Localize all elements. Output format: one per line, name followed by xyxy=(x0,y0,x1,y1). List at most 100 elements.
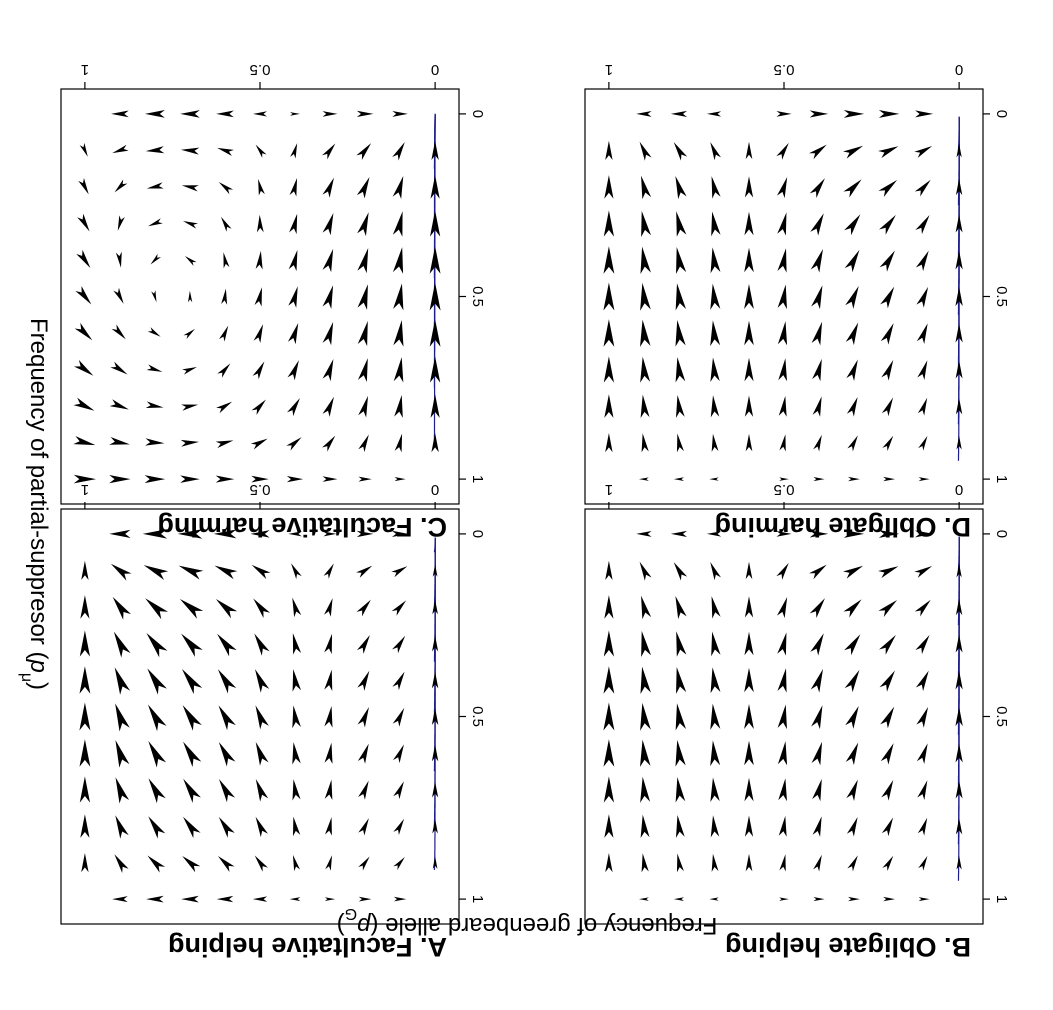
flow-arrow xyxy=(286,397,300,417)
flow-arrow xyxy=(356,110,374,118)
flow-arrow xyxy=(676,433,684,453)
y-tick-label: 0.5 xyxy=(469,286,486,307)
flow-arrow xyxy=(811,321,823,346)
x-tick-label: 0 xyxy=(955,61,963,78)
flow-arrow xyxy=(146,364,163,372)
flow-arrow xyxy=(880,706,895,729)
flow-arrow xyxy=(744,176,754,198)
flow-arrow xyxy=(181,404,199,411)
flow-arrow xyxy=(183,816,201,839)
flow-arrow xyxy=(915,634,930,655)
flow-arrow xyxy=(603,282,615,311)
flow-arrow xyxy=(640,739,651,767)
flow-arrow xyxy=(776,531,792,537)
flow-arrow xyxy=(217,363,231,378)
flow-arrow xyxy=(357,212,369,237)
y-tick-label: 0 xyxy=(993,110,1010,118)
flow-arrow xyxy=(956,855,962,870)
flow-arrow xyxy=(779,854,786,872)
flow-arrow xyxy=(430,175,440,199)
flow-arrow xyxy=(180,110,200,118)
flow-arrow xyxy=(882,435,894,452)
flow-arrow xyxy=(431,708,439,725)
flow-arrow xyxy=(255,144,267,158)
flow-arrow xyxy=(915,250,929,272)
flow-arrow xyxy=(744,395,754,417)
flow-arrow xyxy=(812,358,822,382)
flow-arrow xyxy=(323,531,337,537)
flow-arrow xyxy=(744,631,754,656)
flow-arrow xyxy=(845,705,859,729)
flow-arrow xyxy=(356,530,374,538)
flow-arrow xyxy=(675,596,687,620)
flow-arrow xyxy=(147,704,167,732)
flow-arrow xyxy=(253,111,267,117)
flow-arrow xyxy=(181,185,199,192)
flow-arrow xyxy=(324,742,333,764)
flow-arrow xyxy=(676,247,687,274)
flow-arrow xyxy=(777,741,788,766)
flow-arrow xyxy=(74,322,93,341)
flow-arrow xyxy=(115,815,129,839)
flow-arrow xyxy=(640,246,651,275)
flow-arrow xyxy=(76,249,91,269)
flow-arrow xyxy=(111,110,129,118)
flow-arrow xyxy=(843,565,864,579)
x-tick-label: 0 xyxy=(431,61,439,78)
flow-arrow xyxy=(253,598,271,619)
flow-arrow xyxy=(914,599,931,617)
flow-arrow xyxy=(324,669,333,692)
flow-arrow xyxy=(813,434,822,452)
flow-arrow xyxy=(676,211,687,237)
flow-arrow xyxy=(250,530,270,538)
x-tick-label: 1 xyxy=(605,61,613,78)
flow-arrow xyxy=(955,817,963,835)
flow-arrow xyxy=(290,112,300,116)
flow-arrow xyxy=(112,596,132,620)
flow-arrow xyxy=(710,283,721,310)
flow-arrow xyxy=(676,667,687,694)
flow-arrow xyxy=(955,360,963,379)
flow-arrow xyxy=(845,322,859,346)
flow-arrow xyxy=(324,633,333,655)
flow-arrow xyxy=(918,855,928,871)
flow-arrow xyxy=(358,395,369,418)
panel-b: 0 0.5 1 1 0.5 0 B. Obligate helping xyxy=(584,481,1010,962)
flow-arrow xyxy=(256,214,264,233)
flow-arrow xyxy=(639,141,652,161)
flow-arrow xyxy=(255,816,269,838)
flow-arrow xyxy=(79,630,91,657)
flow-arrow xyxy=(216,401,233,414)
flow-arrow xyxy=(80,814,90,838)
flow-arrow xyxy=(843,529,865,538)
flow-arrow xyxy=(394,433,403,453)
flow-arrow xyxy=(215,598,238,619)
flow-arrow xyxy=(711,596,721,619)
flow-arrow xyxy=(431,671,439,689)
flow-arrow xyxy=(878,214,896,235)
flow-arrow xyxy=(744,596,754,618)
flow-arrow xyxy=(254,855,268,872)
y-tick-label: 1 xyxy=(469,895,486,903)
flow-arrow xyxy=(675,283,686,311)
flow-arrow xyxy=(710,395,720,418)
flow-arrow xyxy=(880,286,895,309)
flow-arrow xyxy=(218,705,236,731)
flow-arrow xyxy=(846,817,858,837)
y-tick-label: 1 xyxy=(469,475,486,483)
flow-arrow xyxy=(710,320,721,347)
flow-arrow xyxy=(844,634,861,656)
flow-arrow xyxy=(148,778,166,804)
flow-arrow xyxy=(675,357,686,383)
flow-arrow xyxy=(393,896,407,902)
flow-arrow xyxy=(322,111,338,117)
flow-arrow xyxy=(322,143,336,160)
flow-arrow xyxy=(603,246,615,274)
flow-arrow xyxy=(777,284,787,310)
flow-arrow xyxy=(843,145,864,159)
flow-arrow xyxy=(183,328,195,339)
flow-arrow xyxy=(151,290,157,303)
flow-arrow xyxy=(778,815,787,837)
flow-arrow xyxy=(917,817,928,836)
flow-arrow xyxy=(252,896,268,902)
